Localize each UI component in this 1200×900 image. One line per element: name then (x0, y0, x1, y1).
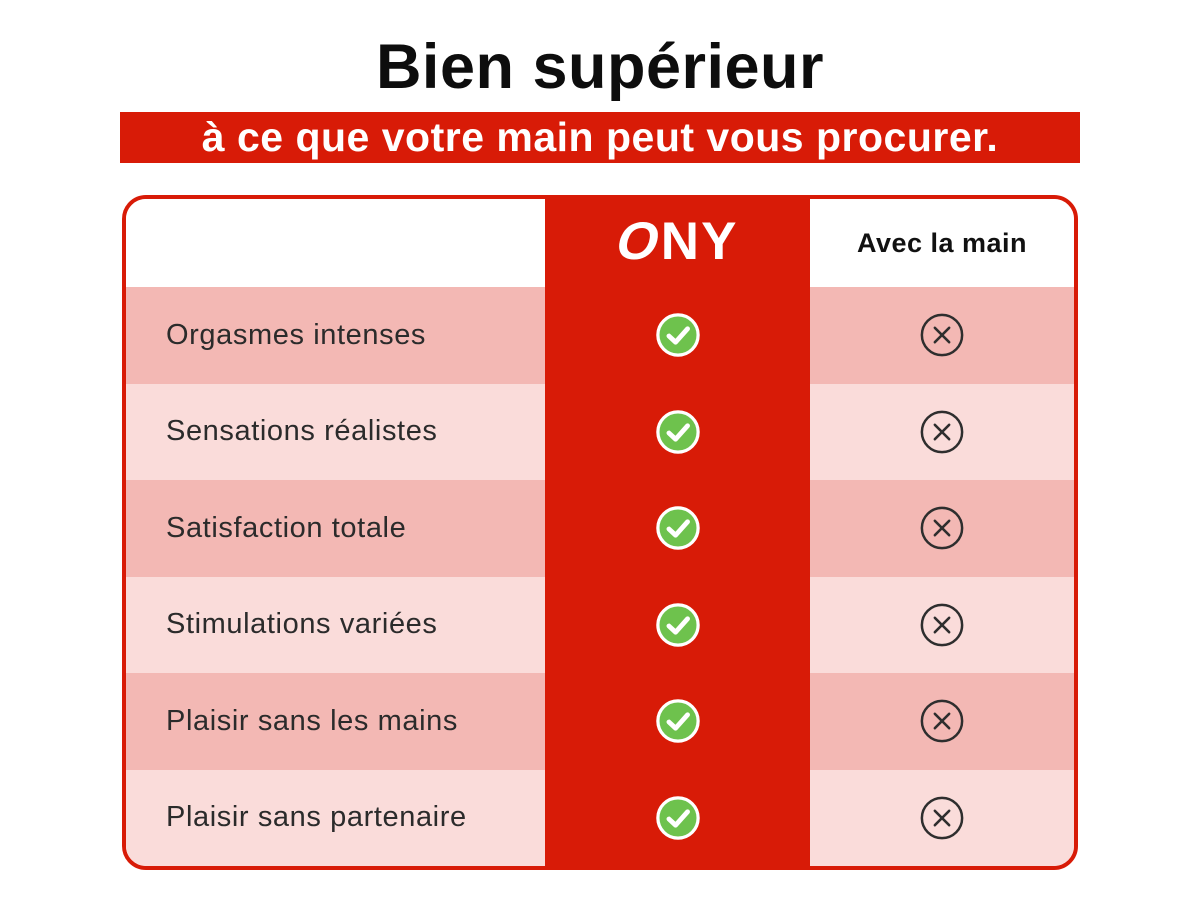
hand-value-cell (810, 769, 1074, 866)
brand-value-cell (545, 480, 810, 577)
brand-value-cell (545, 287, 810, 384)
check-circle-icon (655, 409, 700, 454)
hand-value-cell (810, 576, 1074, 673)
brand-logo-rest: NY (660, 211, 739, 271)
feature-label: Sensations réalistes (166, 415, 438, 448)
check-circle-icon (655, 313, 700, 358)
brand-logo-cell: ONY (545, 195, 810, 287)
competitor-header-label: Avec la main (856, 227, 1028, 258)
feature-label: Satisfaction totale (166, 511, 407, 544)
cross-circle-icon (920, 313, 964, 357)
page-title: Bien supérieur (375, 32, 825, 102)
table-row-label: Plaisir sans les mains (126, 673, 545, 770)
table-row-label: Stimulations variées (126, 576, 545, 673)
brand-value-cell (545, 770, 810, 867)
comparison-grid: Avec la main Orgasmes intenses Sensation… (126, 199, 1074, 866)
feature-label: Stimulations variées (166, 608, 438, 641)
subtitle-text: à ce que votre main peut vous procurer. (201, 114, 999, 160)
brand-value-cell (545, 384, 810, 481)
hand-value-cell (810, 383, 1074, 480)
brand-column: ONY (545, 195, 810, 870)
check-circle-icon (655, 602, 700, 647)
hand-value-cell (810, 287, 1074, 384)
table-row-label: Sensations réalistes (126, 383, 545, 480)
check-circle-icon (655, 795, 700, 840)
header-feature-column (126, 199, 545, 287)
hand-value-cell (810, 480, 1074, 577)
cross-circle-icon (920, 506, 964, 550)
brand-value-cell (545, 577, 810, 674)
table-row-label: Plaisir sans partenaire (126, 769, 545, 866)
subtitle-banner: à ce que votre main peut vous procurer. (120, 112, 1080, 163)
feature-label: Plaisir sans les mains (166, 704, 459, 737)
brand-logo: ONY (613, 211, 739, 271)
brand-value-cell (545, 673, 810, 770)
table-row-label: Satisfaction totale (126, 480, 545, 577)
cross-circle-icon (920, 699, 964, 743)
table-row-label: Orgasmes intenses (126, 287, 545, 384)
check-circle-icon (655, 699, 700, 744)
cross-circle-icon (920, 410, 964, 454)
feature-label: Orgasmes intenses (166, 318, 427, 351)
cross-circle-icon (920, 796, 964, 840)
brand-logo-letter-o: O (613, 211, 663, 271)
cross-circle-icon (920, 603, 964, 647)
feature-label: Plaisir sans partenaire (166, 801, 467, 834)
header-competitor: Avec la main (810, 199, 1074, 287)
check-circle-icon (655, 506, 700, 551)
hand-value-cell (810, 673, 1074, 770)
